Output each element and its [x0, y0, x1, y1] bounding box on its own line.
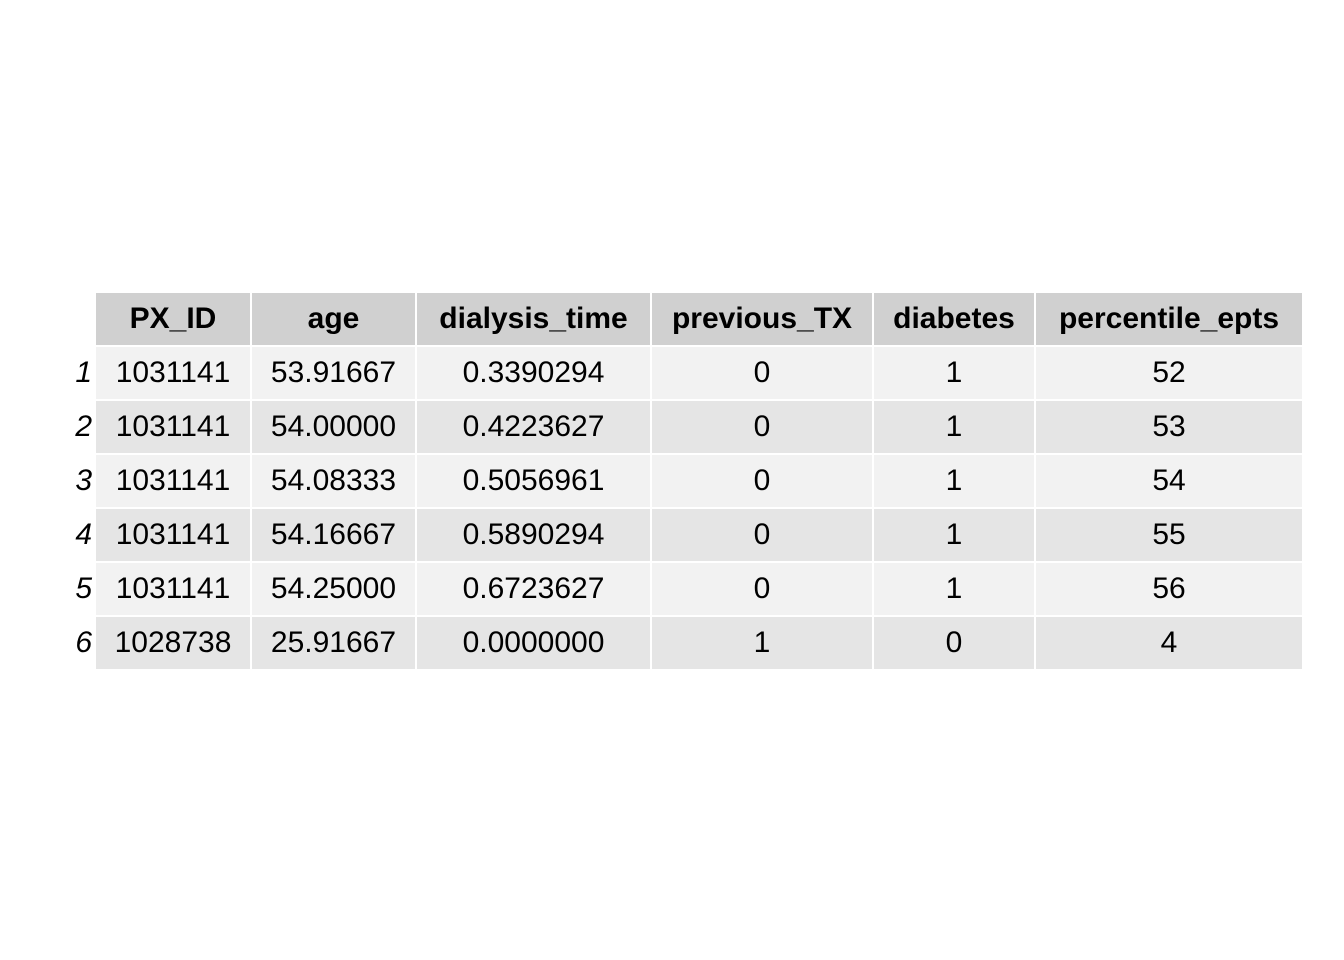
data-table-container: PX_ID age dialysis_time previous_TX diab… — [60, 291, 1304, 671]
table-row: 6 1028738 25.91667 0.0000000 1 0 4 — [60, 615, 1304, 671]
cell-age: 54.00000 — [250, 399, 417, 455]
cell-age: 54.16667 — [250, 507, 417, 563]
column-header-px-id: PX_ID — [94, 291, 252, 347]
cell-age: 54.25000 — [250, 561, 417, 617]
cell-previous-tx: 0 — [650, 453, 874, 509]
row-name: 2 — [60, 399, 96, 455]
table-row: 1 1031141 53.91667 0.3390294 0 1 52 — [60, 345, 1304, 401]
cell-px-id: 1031141 — [94, 399, 252, 455]
cell-dialysis-time: 0.5056961 — [415, 453, 652, 509]
cell-px-id: 1031141 — [94, 345, 252, 401]
cell-diabetes: 1 — [872, 507, 1036, 563]
rowname-header — [60, 291, 96, 347]
table-row: 4 1031141 54.16667 0.5890294 0 1 55 — [60, 507, 1304, 563]
cell-px-id: 1031141 — [94, 507, 252, 563]
row-name: 4 — [60, 507, 96, 563]
cell-previous-tx: 1 — [650, 615, 874, 671]
column-header-percentile-epts: percentile_epts — [1034, 291, 1304, 347]
cell-dialysis-time: 0.3390294 — [415, 345, 652, 401]
row-name: 3 — [60, 453, 96, 509]
cell-dialysis-time: 0.5890294 — [415, 507, 652, 563]
row-name: 5 — [60, 561, 96, 617]
cell-percentile-epts: 53 — [1034, 399, 1304, 455]
table-row: 3 1031141 54.08333 0.5056961 0 1 54 — [60, 453, 1304, 509]
cell-diabetes: 0 — [872, 615, 1036, 671]
column-header-age: age — [250, 291, 417, 347]
table-header: PX_ID age dialysis_time previous_TX diab… — [60, 291, 1304, 347]
row-name: 6 — [60, 615, 96, 671]
cell-px-id: 1031141 — [94, 561, 252, 617]
cell-age: 54.08333 — [250, 453, 417, 509]
cell-previous-tx: 0 — [650, 561, 874, 617]
cell-diabetes: 1 — [872, 561, 1036, 617]
cell-percentile-epts: 4 — [1034, 615, 1304, 671]
cell-dialysis-time: 0.4223627 — [415, 399, 652, 455]
column-header-dialysis-time: dialysis_time — [415, 291, 652, 347]
table-row: 2 1031141 54.00000 0.4223627 0 1 53 — [60, 399, 1304, 455]
cell-px-id: 1028738 — [94, 615, 252, 671]
data-table: PX_ID age dialysis_time previous_TX diab… — [60, 291, 1304, 671]
cell-percentile-epts: 52 — [1034, 345, 1304, 401]
cell-age: 53.91667 — [250, 345, 417, 401]
cell-dialysis-time: 0.0000000 — [415, 615, 652, 671]
cell-px-id: 1031141 — [94, 453, 252, 509]
header-row: PX_ID age dialysis_time previous_TX diab… — [60, 291, 1304, 347]
cell-diabetes: 1 — [872, 453, 1036, 509]
cell-diabetes: 1 — [872, 399, 1036, 455]
row-name: 1 — [60, 345, 96, 401]
cell-percentile-epts: 54 — [1034, 453, 1304, 509]
table-body: 1 1031141 53.91667 0.3390294 0 1 52 2 1031141 54.… — [60, 345, 1304, 671]
cell-diabetes: 1 — [872, 345, 1036, 401]
column-header-diabetes: diabetes — [872, 291, 1036, 347]
cell-dialysis-time: 0.6723627 — [415, 561, 652, 617]
cell-previous-tx: 0 — [650, 507, 874, 563]
cell-percentile-epts: 56 — [1034, 561, 1304, 617]
cell-previous-tx: 0 — [650, 345, 874, 401]
cell-age: 25.91667 — [250, 615, 417, 671]
cell-previous-tx: 0 — [650, 399, 874, 455]
column-header-previous-tx: previous_TX — [650, 291, 874, 347]
table-row: 5 1031141 54.25000 0.6723627 0 1 56 — [60, 561, 1304, 617]
cell-percentile-epts: 55 — [1034, 507, 1304, 563]
